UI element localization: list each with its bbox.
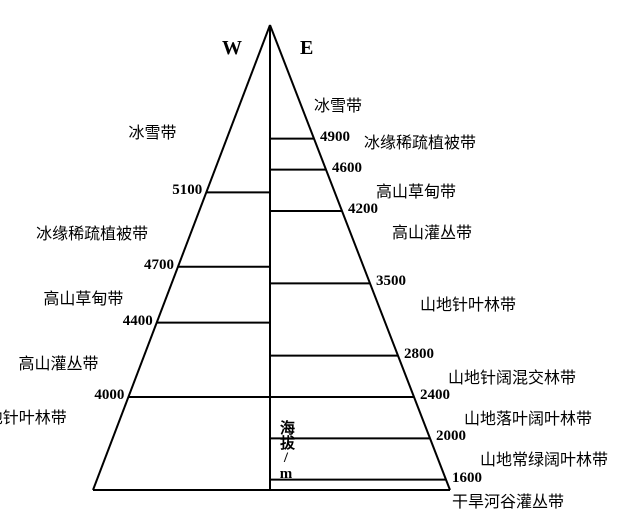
west-zone-0: 冰雪带 bbox=[128, 119, 176, 143]
east-zone-5: 山地针阔混交林带 bbox=[448, 364, 576, 388]
east-elev-2400: 2400 bbox=[420, 387, 450, 404]
west-zone-3: 高山灌丛带 bbox=[19, 350, 99, 374]
east-elev-4200: 4200 bbox=[348, 201, 378, 218]
west-zone-1: 冰缘稀疏植被带 bbox=[36, 220, 148, 244]
west-zone-4: 山地针叶林带 bbox=[0, 404, 67, 428]
axis-label-elevation: 海拔/m bbox=[276, 420, 297, 482]
west-elev-4000: 4000 bbox=[94, 387, 124, 404]
east-elev-2000: 2000 bbox=[436, 428, 466, 445]
direction-east: E bbox=[300, 37, 313, 60]
east-zone-1: 冰缘稀疏植被带 bbox=[364, 129, 476, 153]
east-zone-7: 山地常绿阔叶林带 bbox=[480, 446, 608, 470]
east-elev-1600: 1600 bbox=[452, 470, 482, 487]
east-zone-2: 高山草甸带 bbox=[376, 178, 456, 202]
east-elev-4900: 4900 bbox=[320, 129, 350, 146]
direction-west: W bbox=[222, 37, 242, 60]
east-zone-0: 冰雪带 bbox=[314, 92, 362, 116]
west-zone-2: 高山草甸带 bbox=[43, 285, 123, 309]
west-elev-4400: 4400 bbox=[123, 313, 153, 330]
east-zone-4: 山地针叶林带 bbox=[420, 291, 516, 315]
west-elev-5100: 5100 bbox=[172, 182, 202, 199]
east-elev-4600: 4600 bbox=[332, 160, 362, 177]
west-elev-4700: 4700 bbox=[144, 257, 174, 274]
east-zone-3: 高山灌丛带 bbox=[392, 219, 472, 243]
east-elev-2800: 2800 bbox=[404, 346, 434, 363]
east-zone-6: 山地落叶阔叶林带 bbox=[464, 405, 592, 429]
east-elev-3500: 3500 bbox=[376, 273, 406, 290]
east-zone-8: 干旱河谷灌丛带 bbox=[452, 488, 564, 512]
